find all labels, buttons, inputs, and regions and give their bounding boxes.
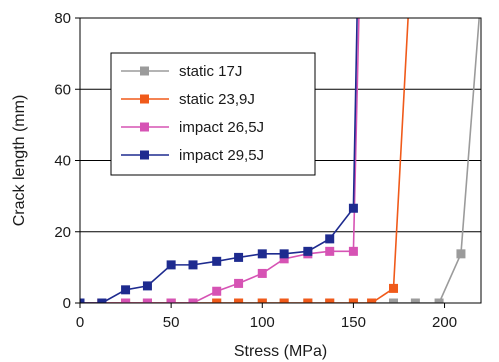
data-point <box>257 249 267 259</box>
series-4 <box>80 18 358 303</box>
x-axis-label: Stress (MPa) <box>234 343 327 360</box>
legend-item: impact 26,5J <box>121 119 264 136</box>
data-point <box>348 203 358 213</box>
data-point <box>97 298 107 303</box>
legend-label: impact 26,5J <box>179 119 264 136</box>
data-point <box>257 298 267 303</box>
x-tick-label: 50 <box>163 314 180 331</box>
data-point <box>121 285 131 295</box>
y-tick-label: 60 <box>54 81 71 98</box>
y-tick-label: 20 <box>54 224 71 241</box>
legend-marker <box>140 122 149 132</box>
y-tick-label: 80 <box>54 10 71 27</box>
legend-item: impact 29,5J <box>121 147 264 164</box>
data-point <box>257 268 267 278</box>
data-point <box>142 298 152 303</box>
legend-marker <box>140 66 149 76</box>
legend-item: static 17J <box>121 63 242 80</box>
legend-marker <box>140 94 149 104</box>
y-tick-label: 40 <box>54 153 71 170</box>
data-point <box>234 252 244 262</box>
x-tick-label: 200 <box>432 314 457 331</box>
data-point <box>325 234 335 244</box>
data-point <box>121 298 131 303</box>
data-point <box>234 278 244 288</box>
data-point <box>434 298 444 303</box>
data-point <box>80 298 85 303</box>
data-point <box>325 298 335 303</box>
data-point <box>456 249 466 259</box>
data-point <box>188 298 198 303</box>
legend-item: static 23,9J <box>121 91 255 108</box>
data-point <box>212 298 222 303</box>
data-point <box>212 286 222 296</box>
data-point <box>348 298 358 303</box>
data-point <box>166 260 176 270</box>
legend-label: static 23,9J <box>179 91 255 108</box>
data-point <box>279 249 289 259</box>
x-tick-label: 0 <box>76 314 84 331</box>
data-point <box>410 298 420 303</box>
legend: static 17J static 23,9J impact 26,5J impact… <box>110 52 316 176</box>
legend-label: static 17J <box>179 63 242 80</box>
data-point <box>166 298 176 303</box>
data-point <box>279 298 289 303</box>
data-point <box>389 298 399 303</box>
data-point <box>389 283 399 293</box>
series-layer <box>80 18 480 303</box>
data-point <box>188 260 198 270</box>
data-point <box>234 298 244 303</box>
data-point <box>303 246 313 256</box>
data-point <box>303 298 313 303</box>
data-point <box>325 246 335 256</box>
x-tick-label: 100 <box>250 314 275 331</box>
data-point <box>348 246 358 256</box>
legend-marker <box>140 150 149 160</box>
data-point <box>279 254 289 264</box>
y-axis-label: Crack length (mm) <box>11 95 28 227</box>
legend-label: impact 29,5J <box>179 147 264 164</box>
x-tick-label: 150 <box>341 314 366 331</box>
data-point <box>142 281 152 291</box>
tick-labels: 0 20 40 60 80 0 50 100 150 200 <box>54 10 457 331</box>
data-point <box>212 256 222 266</box>
data-point <box>367 298 377 303</box>
y-tick-label: 0 <box>63 295 71 312</box>
